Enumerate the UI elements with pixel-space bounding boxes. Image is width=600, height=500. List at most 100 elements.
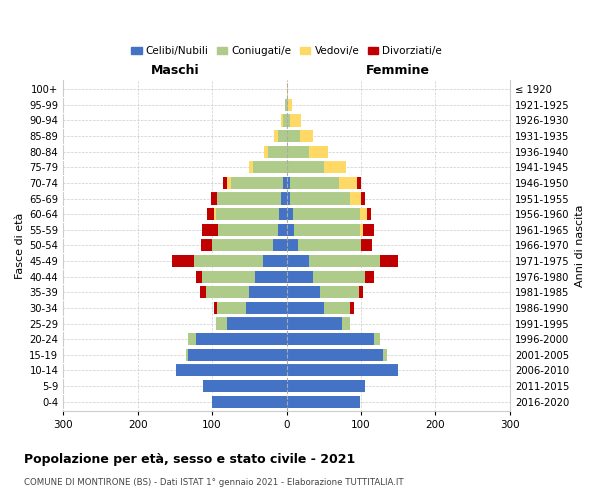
Bar (250, 161, 287, 173)
Bar (287, 161, 346, 173)
Bar (283, 177, 287, 189)
Bar (287, 364, 398, 376)
Bar (279, 208, 287, 220)
Bar (203, 380, 287, 392)
Bar (217, 302, 287, 314)
Bar (287, 270, 374, 282)
Text: Popolazione per età, sesso e stato civile - 2021: Popolazione per età, sesso e stato civil… (24, 452, 355, 466)
Bar (287, 302, 350, 314)
Bar (188, 348, 287, 361)
Bar (287, 348, 387, 361)
Bar (264, 146, 287, 158)
Bar (287, 333, 380, 345)
Bar (287, 302, 350, 314)
Bar (218, 224, 287, 236)
Bar (287, 177, 361, 189)
Legend: Celibi/Nubili, Coniugati/e, Vedovi/e, Divorziati/e: Celibi/Nubili, Coniugati/e, Vedovi/e, Di… (127, 42, 446, 60)
Bar (216, 318, 287, 330)
Bar (287, 240, 372, 252)
Bar (278, 224, 287, 236)
Bar (287, 364, 398, 376)
Bar (287, 348, 383, 361)
Bar (287, 286, 362, 298)
Bar (274, 130, 287, 142)
Bar (218, 224, 287, 236)
Bar (287, 146, 328, 158)
Bar (287, 380, 365, 392)
Bar (203, 380, 287, 392)
Bar (287, 364, 398, 376)
Bar (203, 380, 287, 392)
Bar (287, 130, 313, 142)
Bar (287, 208, 359, 220)
Bar (287, 83, 288, 96)
Bar (281, 114, 287, 126)
Bar (196, 333, 287, 345)
Bar (287, 240, 361, 252)
Bar (287, 380, 365, 392)
Bar (287, 177, 338, 189)
Bar (212, 396, 287, 407)
Bar (227, 177, 287, 189)
Bar (287, 98, 292, 111)
Bar (287, 255, 380, 267)
Bar (287, 146, 328, 158)
Bar (287, 380, 365, 392)
Bar (274, 130, 287, 142)
Bar (287, 348, 387, 361)
Bar (202, 270, 287, 282)
Bar (287, 98, 292, 111)
Bar (287, 130, 313, 142)
Bar (287, 380, 365, 392)
Bar (216, 208, 287, 220)
Bar (212, 396, 287, 407)
Bar (217, 192, 287, 204)
Bar (283, 114, 287, 126)
Bar (287, 114, 290, 126)
Bar (287, 146, 309, 158)
Bar (207, 208, 287, 220)
Bar (287, 240, 298, 252)
Bar (273, 240, 287, 252)
Bar (287, 318, 343, 330)
Bar (194, 255, 287, 267)
Bar (223, 177, 287, 189)
Bar (231, 177, 287, 189)
Bar (287, 208, 371, 220)
Bar (186, 348, 287, 361)
Bar (287, 192, 361, 204)
Bar (287, 224, 294, 236)
Bar (217, 302, 287, 314)
Y-axis label: Fasce di età: Fasce di età (15, 212, 25, 278)
Bar (264, 146, 287, 158)
Bar (287, 130, 300, 142)
Bar (287, 177, 290, 189)
Bar (287, 396, 359, 407)
Bar (287, 270, 365, 282)
Bar (202, 224, 287, 236)
Bar (255, 270, 287, 282)
Bar (287, 224, 359, 236)
Y-axis label: Anni di nascita: Anni di nascita (575, 204, 585, 286)
Bar (212, 240, 287, 252)
Bar (212, 396, 287, 407)
Bar (188, 333, 287, 345)
Bar (172, 255, 287, 267)
Bar (287, 302, 353, 314)
Bar (287, 318, 350, 330)
Bar (287, 114, 301, 126)
Bar (287, 192, 365, 204)
Text: COMUNE DI MONTIRONE (BS) - Dati ISTAT 1° gennaio 2021 - Elaborazione TUTTITALIA.: COMUNE DI MONTIRONE (BS) - Dati ISTAT 1°… (24, 478, 404, 487)
Bar (186, 348, 287, 361)
Bar (216, 318, 287, 330)
Bar (217, 192, 287, 204)
Bar (214, 302, 287, 314)
Bar (287, 255, 380, 267)
Bar (287, 208, 293, 220)
Bar (188, 333, 287, 345)
Bar (278, 130, 287, 142)
Bar (287, 224, 374, 236)
Bar (287, 114, 301, 126)
Bar (176, 364, 287, 376)
Bar (206, 286, 287, 298)
